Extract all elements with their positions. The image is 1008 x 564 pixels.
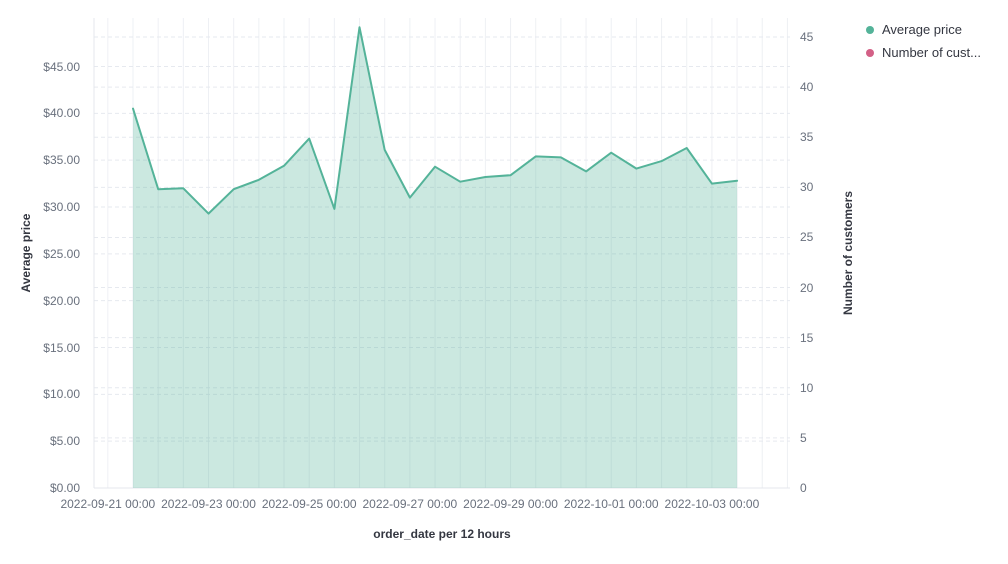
y-right-tick-label: 10 (800, 380, 814, 395)
y-right-tick-label: 15 (800, 330, 814, 345)
legend-label: Average price (882, 22, 962, 37)
x-tick-label: 2022-09-21 00:00 (60, 497, 156, 511)
x-axis-title: order_date per 12 hours (373, 527, 511, 541)
x-tick-label: 2022-09-25 00:00 (261, 497, 357, 511)
y-right-tick-label: 25 (800, 230, 814, 245)
y-right-tick-label: 35 (800, 130, 814, 145)
legend-dot-icon (866, 25, 874, 34)
y-right-tick-label: 5 (800, 430, 807, 445)
x-tick-label: 2022-10-03 00:00 (664, 497, 760, 511)
y-left-tick-label: $0.00 (49, 481, 80, 495)
legend-item-number-of-customers[interactable]: Number of cust... (866, 45, 981, 60)
x-tick-label: 2022-09-29 00:00 (463, 497, 558, 511)
y-left-tick-label: $10.00 (43, 387, 80, 402)
legend-dot-icon (866, 48, 874, 57)
y-right-tick-label: 0 (800, 481, 807, 495)
area-fill-average-price (133, 27, 738, 488)
y-left-tick-label: $20.00 (43, 293, 80, 308)
y-left-tick-label: $40.00 (43, 106, 80, 121)
legend: Average price Number of cust... (866, 22, 981, 60)
y-right-tick-label: 45 (800, 30, 814, 44)
y-left-tick-label: $30.00 (43, 200, 80, 214)
y-right-tick-label: 40 (800, 80, 814, 95)
y-left-tick-label: $35.00 (43, 153, 80, 168)
series-line-average-price (132, 26, 739, 215)
y-left-tick-label: $25.00 (43, 246, 80, 261)
y-left-tick-label: $45.00 (43, 59, 80, 74)
y-left-tick-label: $15.00 (43, 340, 80, 355)
y-left-tick-label: $5.00 (49, 434, 80, 449)
legend-label: Number of cust... (882, 45, 981, 60)
y-right-tick-label: 30 (800, 180, 814, 195)
x-tick-label: 2022-10-01 00:00 (563, 497, 659, 511)
legend-item-average-price[interactable]: Average price (866, 22, 981, 37)
x-tick-label: 2022-09-23 00:00 (161, 497, 256, 511)
y-right-tick-label: 20 (800, 280, 814, 295)
right-axis-title: Number of customers (841, 190, 855, 316)
x-tick-label: 2022-09-27 00:00 (362, 497, 458, 511)
